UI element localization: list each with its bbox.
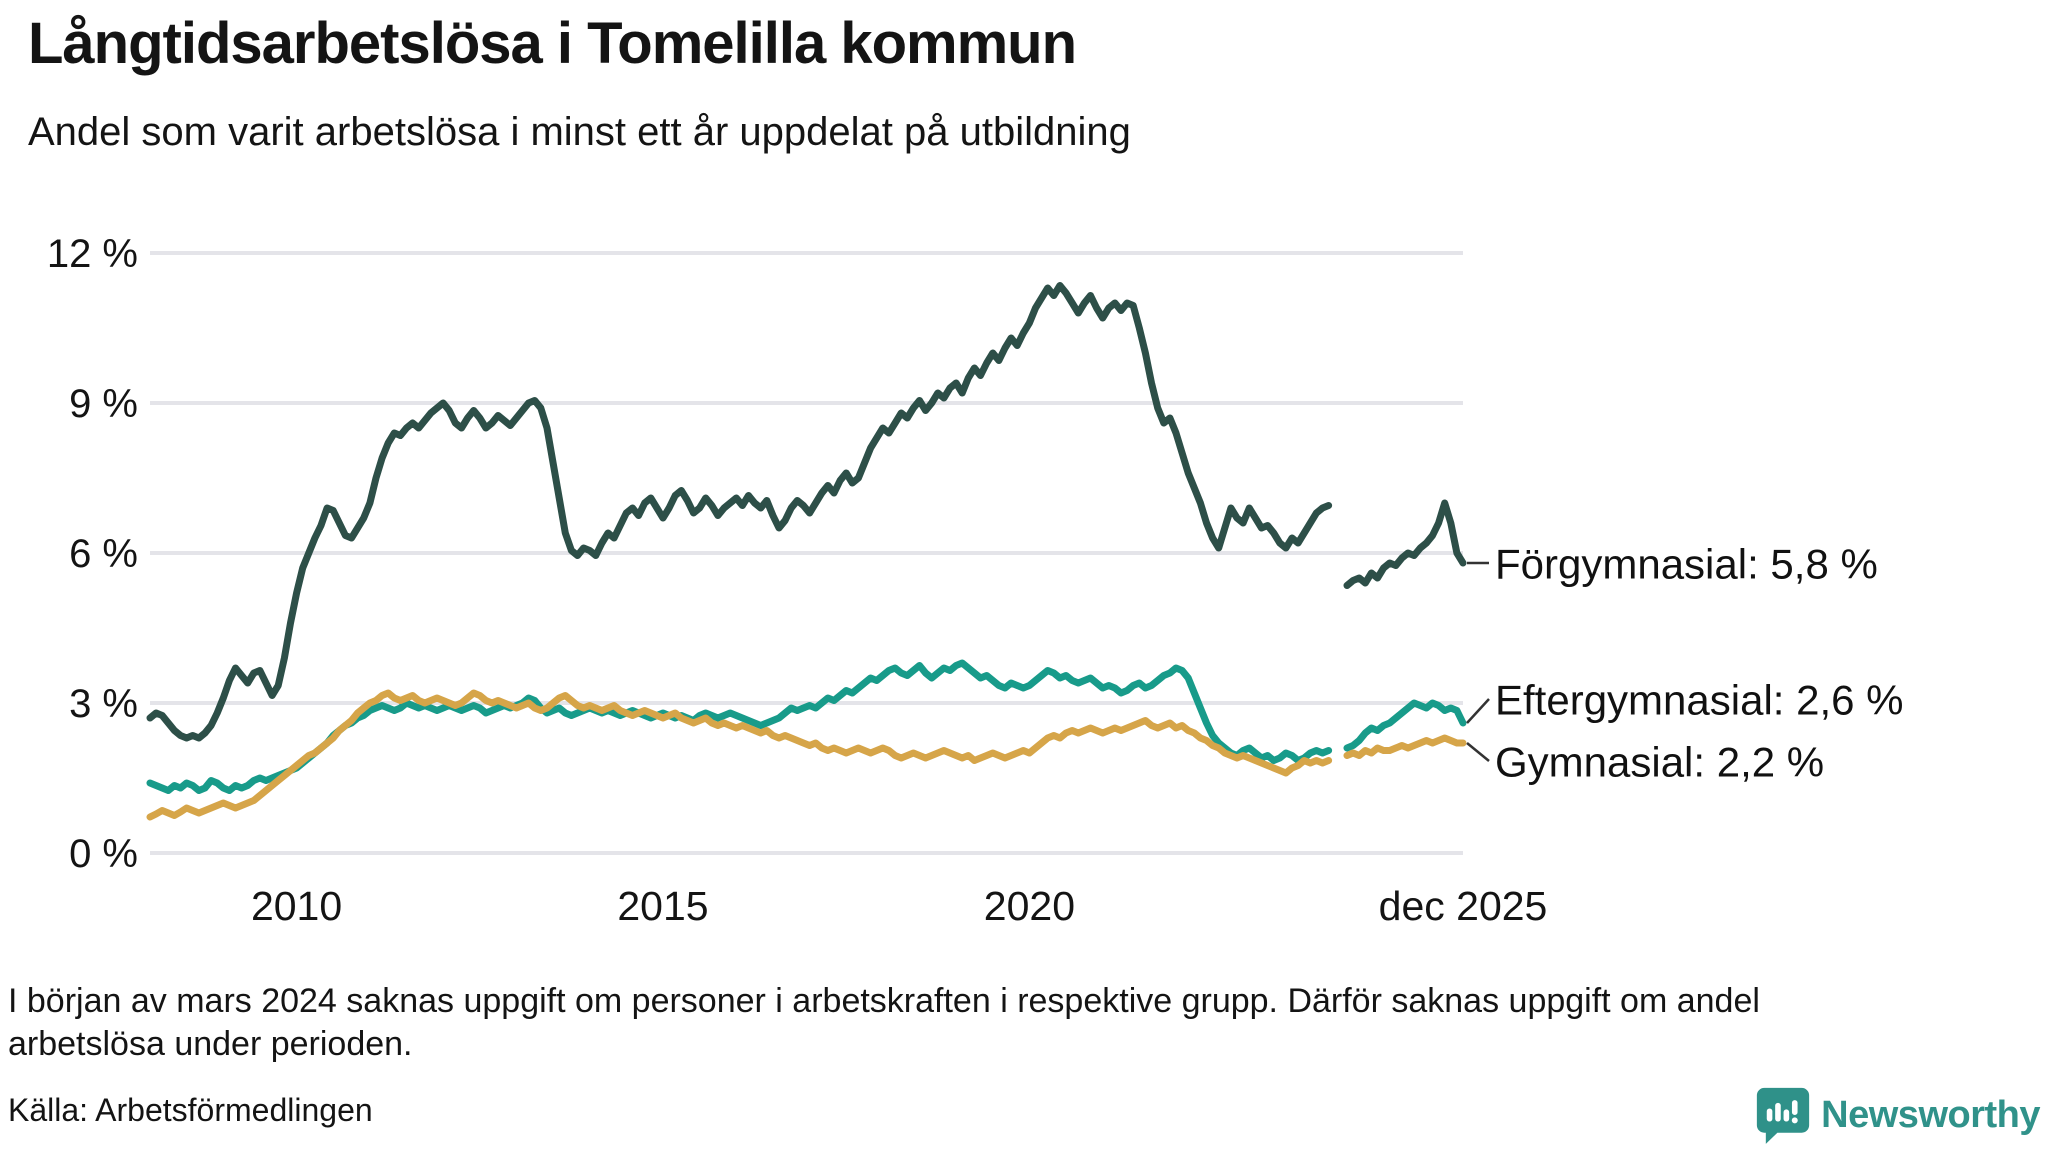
footnote: I början av mars 2024 saknas uppgift om … xyxy=(8,982,1760,1063)
chart-subtitle: Andel som varit arbetslösa i minst ett å… xyxy=(28,110,1131,154)
x-axis-tick-label: 2015 xyxy=(617,883,708,929)
series-line-förgymnasial xyxy=(146,282,1467,742)
y-axis-tick-label: 9 % xyxy=(69,382,138,426)
series-end-label: Gymnasial: 2,2 % xyxy=(1495,739,1824,786)
y-axis-tick-label: 0 % xyxy=(69,832,138,876)
page-title: Långtidsarbetslösa i Tomelilla kommun xyxy=(28,11,1077,76)
label-connector xyxy=(1466,742,1490,762)
label-connector xyxy=(1466,698,1490,724)
x-axis-tick-label: dec 2025 xyxy=(1379,883,1548,929)
y-axis-tick-label: 3 % xyxy=(69,682,138,726)
newsworthy-logo-icon xyxy=(1757,1087,1810,1144)
series-end-label: Förgymnasial: 5,8 % xyxy=(1495,541,1878,588)
y-axis-tick-label: 6 % xyxy=(69,532,138,576)
series-line-gymnasial xyxy=(146,689,1467,821)
newsworthy-logo-text: Newsworthy xyxy=(1821,1093,2040,1136)
x-axis-tick-label: 2020 xyxy=(984,883,1075,929)
series-end-label: Eftergymnasial: 2,6 % xyxy=(1495,677,1904,724)
y-axis-tick-label: 12 % xyxy=(47,232,138,276)
newsworthy-logo[interactable]: Newsworthy xyxy=(1755,1086,2040,1144)
x-axis-tick-label: 2010 xyxy=(251,883,342,929)
source-attribution: Källa: Arbetsförmedlingen xyxy=(8,1092,373,1128)
